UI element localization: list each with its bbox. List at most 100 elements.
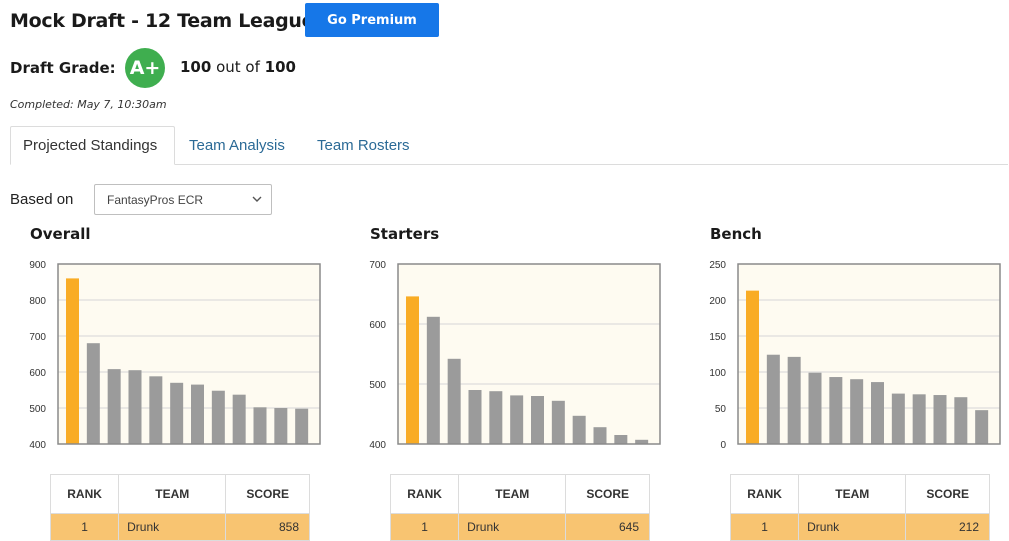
panel-title: Starters [370, 225, 440, 243]
bar[interactable] [850, 379, 864, 444]
score-cell: 645 [565, 513, 650, 541]
rank-cell: 1 [49, 513, 120, 541]
team-cell: Drunk [798, 513, 907, 541]
bar[interactable] [808, 372, 822, 444]
bar[interactable] [572, 415, 586, 444]
overall-bar-chart: 400 500 600 700 800 900 [29, 260, 321, 450]
panel-overall: Overall 400 500 600 700 800 900 RANK TEAM SCO… [10, 222, 321, 541]
bar[interactable] [468, 390, 482, 444]
bar[interactable] [829, 377, 843, 444]
bar[interactable] [149, 376, 163, 444]
table-row[interactable]: 1 Drunk 645 [389, 513, 650, 541]
bar[interactable] [489, 391, 503, 444]
score-header: SCORE [565, 474, 650, 514]
bar[interactable] [510, 395, 524, 444]
bar[interactable] [191, 384, 204, 444]
panel-starters: Starters 400 500 600 700 RANK TEAM SCORE 1 … [350, 222, 661, 541]
bar[interactable] [274, 408, 288, 444]
y-tick-label: 500 [369, 380, 386, 391]
team-header: TEAM [118, 474, 227, 514]
y-tick-label: 800 [29, 296, 46, 307]
team-header: TEAM [798, 474, 907, 514]
score-cell: 858 [225, 513, 310, 541]
standings-table: RANK TEAM SCORE 1 Drunk 645 [389, 474, 650, 541]
tab-projected-standings[interactable]: Projected Standings [10, 126, 175, 165]
page-header: Mock Draft - 12 Team League [10, 4, 315, 38]
y-tick-label: 250 [709, 260, 726, 271]
highlighted-bar[interactable] [746, 290, 759, 444]
grade-score: 100 out of 100 [180, 58, 296, 76]
table-row[interactable]: 1 Drunk 858 [49, 513, 310, 541]
bar[interactable] [211, 390, 225, 444]
draft-grade-label: Draft Grade: [10, 59, 116, 77]
bar[interactable] [635, 439, 649, 444]
highlighted-bar[interactable] [406, 296, 419, 444]
bar[interactable] [170, 382, 184, 444]
score-cell: 212 [905, 513, 990, 541]
grade-score-max: 100 [264, 58, 296, 76]
y-tick-label: 900 [29, 260, 46, 271]
plot-border [737, 263, 1001, 445]
y-tick-label: 600 [369, 320, 386, 331]
bar[interactable] [871, 382, 884, 444]
grade-badge: A+ [125, 48, 165, 88]
bar[interactable] [954, 397, 968, 444]
table-row[interactable]: 1 Drunk 212 [729, 513, 990, 541]
team-cell: Drunk [458, 513, 567, 541]
ranking-source-select[interactable]: FantasyPros ECR [94, 184, 272, 215]
bar[interactable] [766, 354, 780, 444]
completed-timestamp: Completed: May 7, 10:30am [10, 98, 167, 111]
bar[interactable] [975, 410, 989, 444]
bar[interactable] [86, 343, 100, 444]
bar[interactable] [551, 400, 565, 444]
panel-bench: Bench 0 50 100 150 200 250 RANK TEAM SCORE 1 … [690, 222, 1001, 541]
bar[interactable] [295, 408, 309, 444]
rank-header: RANK [389, 474, 460, 514]
tab-team-rosters[interactable]: Team Rosters [317, 136, 410, 154]
tab-team-analysis[interactable]: Team Analysis [189, 136, 285, 154]
bar[interactable] [787, 356, 801, 444]
bench-bar-chart: 0 50 100 150 200 250 [709, 260, 1001, 450]
highlighted-bar[interactable] [66, 278, 79, 444]
plot-border [57, 263, 321, 445]
based-on-label: Based on [10, 191, 74, 208]
bar[interactable] [426, 316, 440, 444]
y-tick-label: 700 [369, 260, 386, 271]
y-tick-label: 200 [709, 296, 726, 307]
draft-grade-row: Draft Grade: A+ 100 out of 100 [10, 48, 296, 88]
panel-title: Overall [30, 225, 91, 243]
page-title: Mock Draft - 12 Team League [10, 10, 315, 32]
bar[interactable] [447, 358, 461, 444]
bar[interactable] [891, 393, 905, 444]
y-tick-label: 400 [369, 440, 386, 450]
standings-table: RANK TEAM SCORE 1 Drunk 212 [729, 474, 990, 541]
grade-score-separator: out of [216, 58, 260, 76]
bar[interactable] [614, 435, 628, 444]
bar[interactable] [128, 370, 142, 444]
team-header: TEAM [458, 474, 567, 514]
go-premium-button[interactable]: Go Premium [305, 3, 439, 37]
rank-cell: 1 [729, 513, 800, 541]
y-tick-label: 700 [29, 332, 46, 343]
table-header-row: RANK TEAM SCORE [49, 474, 310, 514]
plot-border [397, 263, 661, 445]
table-header-row: RANK TEAM SCORE [389, 474, 650, 514]
rank-header: RANK [49, 474, 120, 514]
standings-table: RANK TEAM SCORE 1 Drunk 858 [49, 474, 310, 541]
tab-bar: Projected Standings Team Analysis Team R… [10, 126, 1008, 165]
panel-title: Bench [710, 225, 762, 243]
y-tick-label: 0 [720, 440, 726, 450]
bar[interactable] [531, 396, 544, 444]
table-header-row: RANK TEAM SCORE [729, 474, 990, 514]
y-tick-label: 100 [709, 368, 726, 379]
chevron-down-icon [252, 196, 262, 202]
ranking-source-value: FantasyPros ECR [107, 192, 204, 207]
bar[interactable] [593, 427, 607, 444]
bar[interactable] [912, 394, 926, 444]
bar[interactable] [933, 395, 947, 444]
bar[interactable] [232, 394, 246, 444]
y-tick-label: 500 [29, 404, 46, 415]
y-tick-label: 50 [715, 404, 727, 415]
bar[interactable] [107, 369, 121, 444]
bar[interactable] [253, 407, 267, 444]
